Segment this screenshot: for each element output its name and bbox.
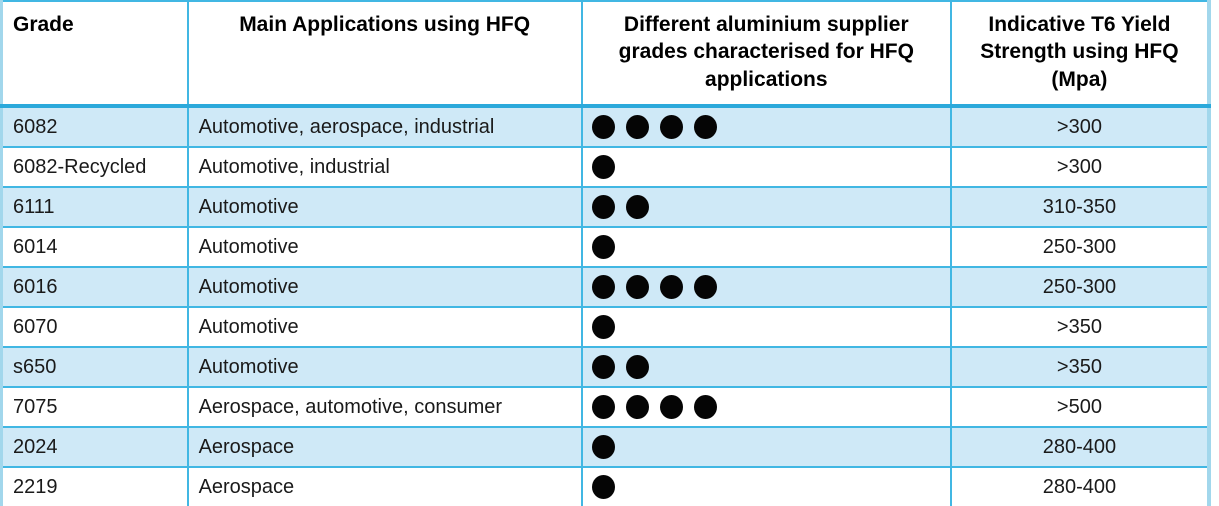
applications-cell: Aerospace: [187, 427, 583, 468]
supplier-grade-dot: [591, 235, 615, 259]
grade-cell: 6082-Recycled: [1, 147, 189, 188]
supplier-grade-dot: [693, 395, 717, 419]
yield-strength-cell: >500: [950, 387, 1209, 428]
supplier-grade-dot: [659, 275, 683, 299]
supplier-grade-dot: [625, 395, 649, 419]
applications-cell: Automotive: [187, 347, 583, 388]
table-row: 7075 Aerospace, automotive, consumer >50…: [1, 387, 1209, 428]
grade-cell: 6082: [1, 106, 189, 148]
supplier-grade-dot: [591, 395, 615, 419]
grade-cell: 6070: [1, 307, 189, 348]
table-row: 6070 Automotive >350: [1, 307, 1209, 348]
supplier-grade-dot: [625, 115, 649, 139]
table-row: s650 Automotive >350: [1, 347, 1209, 388]
grade-cell: 2219: [1, 467, 189, 506]
supplier-grades-cell: [581, 267, 952, 308]
column-header-supplier-grades-text: Different aluminium supplier grades char…: [618, 13, 914, 91]
applications-cell: Automotive: [187, 307, 583, 348]
applications-cell: Aerospace, automotive, consumer: [187, 387, 583, 428]
applications-cell: Automotive: [187, 187, 583, 228]
supplier-grades-cell: [581, 106, 952, 148]
supplier-grade-dot: [693, 115, 717, 139]
supplier-grade-dots: [591, 155, 950, 179]
yield-strength-cell: >300: [950, 147, 1209, 188]
table-row: 6082 Automotive, aerospace, industrial >…: [1, 106, 1209, 148]
supplier-grade-dot: [625, 275, 649, 299]
supplier-grades-cell: [581, 187, 952, 228]
supplier-grade-dots: [591, 195, 950, 219]
supplier-grade-dot: [591, 475, 615, 499]
grade-cell: 6014: [1, 227, 189, 268]
table-header: Grade Main Applications using HFQ Differ…: [1, 1, 1209, 108]
column-header-applications: Main Applications using HFQ: [187, 1, 583, 108]
supplier-grade-dot: [591, 435, 615, 459]
supplier-grades-cell: [581, 307, 952, 348]
applications-cell: Automotive: [187, 227, 583, 268]
grade-cell: 7075: [1, 387, 189, 428]
supplier-grade-dots: [591, 235, 950, 259]
supplier-grade-dots: [591, 395, 950, 419]
column-header-yield-strength-text: Indicative T6 Yield Strength using HFQ (…: [980, 13, 1179, 91]
table-row: 2024 Aerospace 280-400: [1, 427, 1209, 468]
supplier-grade-dots: [591, 275, 950, 299]
supplier-grade-dot: [625, 195, 649, 219]
applications-cell: Automotive: [187, 267, 583, 308]
supplier-grade-dots: [591, 435, 950, 459]
applications-cell: Automotive, aerospace, industrial: [187, 106, 583, 148]
column-header-grade: Grade: [1, 1, 189, 108]
grade-cell: s650: [1, 347, 189, 388]
table-row: 6111 Automotive 310-350: [1, 187, 1209, 228]
yield-strength-cell: 280-400: [950, 467, 1209, 506]
supplier-grade-dot: [591, 315, 615, 339]
supplier-grade-dots: [591, 475, 950, 499]
applications-cell: Automotive, industrial: [187, 147, 583, 188]
grade-cell: 2024: [1, 427, 189, 468]
column-header-yield-strength: Indicative T6 Yield Strength using HFQ (…: [950, 1, 1209, 108]
supplier-grades-cell: [581, 427, 952, 468]
table-row: 6014 Automotive 250-300: [1, 227, 1209, 268]
supplier-grade-dot: [591, 195, 615, 219]
yield-strength-cell: 310-350: [950, 187, 1209, 228]
supplier-grade-dots: [591, 115, 950, 139]
supplier-grade-dots: [591, 315, 950, 339]
table-row: 6016 Automotive 250-300: [1, 267, 1209, 308]
supplier-grades-cell: [581, 147, 952, 188]
supplier-grade-dot: [659, 115, 683, 139]
supplier-grade-dot: [591, 155, 615, 179]
supplier-grade-dots: [591, 355, 950, 379]
supplier-grades-cell: [581, 387, 952, 428]
supplier-grades-cell: [581, 467, 952, 506]
column-header-supplier-grades: Different aluminium supplier grades char…: [581, 1, 952, 108]
supplier-grade-dot: [659, 395, 683, 419]
grade-cell: 6016: [1, 267, 189, 308]
supplier-grades-cell: [581, 347, 952, 388]
yield-strength-cell: >350: [950, 307, 1209, 348]
yield-strength-cell: 250-300: [950, 267, 1209, 308]
supplier-grade-dot: [625, 355, 649, 379]
yield-strength-cell: >300: [950, 106, 1209, 148]
grade-cell: 6111: [1, 187, 189, 228]
supplier-grade-dot: [591, 275, 615, 299]
table-body: 6082 Automotive, aerospace, industrial >…: [1, 106, 1209, 506]
supplier-grades-cell: [581, 227, 952, 268]
table-row: 6082-Recycled Automotive, industrial >30…: [1, 147, 1209, 188]
supplier-grade-dot: [591, 355, 615, 379]
yield-strength-cell: 250-300: [950, 227, 1209, 268]
supplier-grade-dot: [693, 275, 717, 299]
supplier-grade-dot: [591, 115, 615, 139]
yield-strength-cell: >350: [950, 347, 1209, 388]
yield-strength-cell: 280-400: [950, 427, 1209, 468]
applications-cell: Aerospace: [187, 467, 583, 506]
table-row: 2219 Aerospace 280-400: [1, 467, 1209, 506]
